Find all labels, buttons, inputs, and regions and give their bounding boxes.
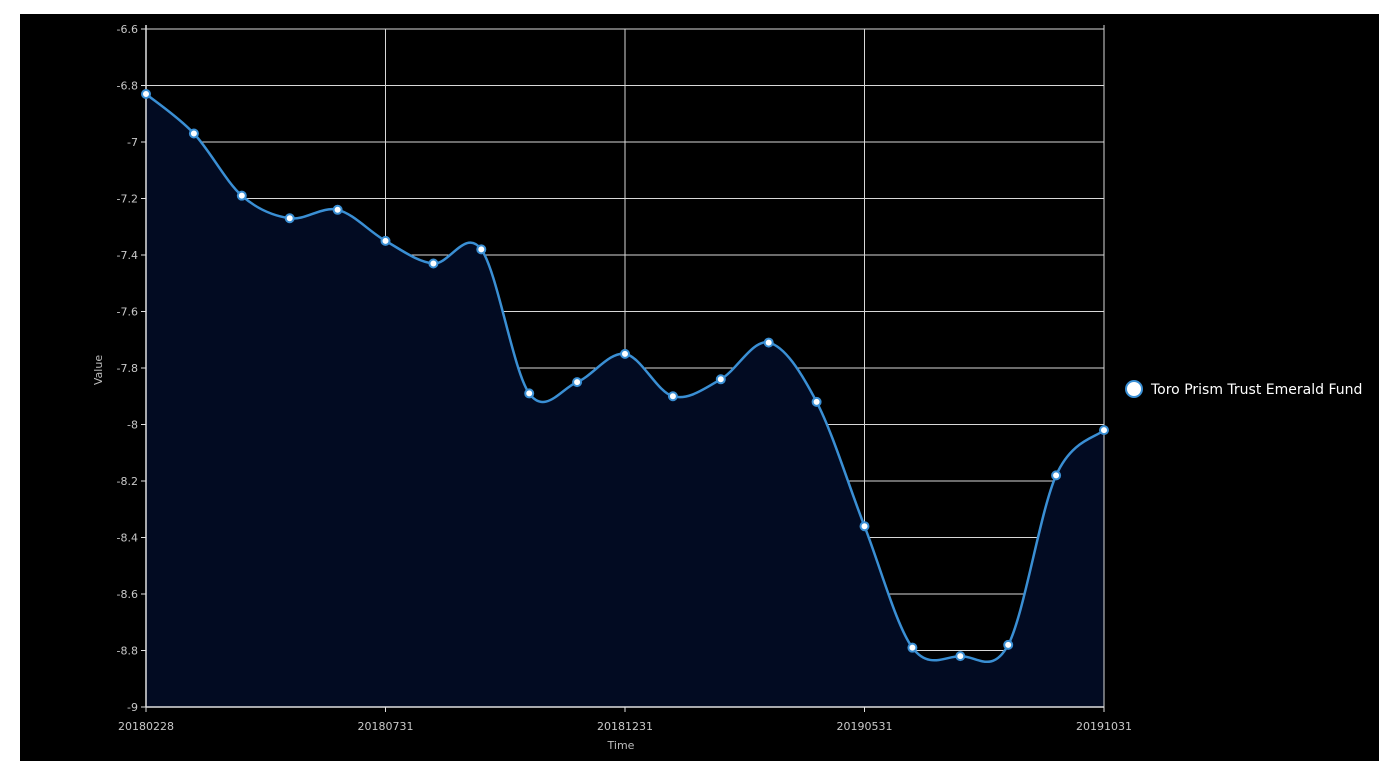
- data-point[interactable]: [524, 388, 535, 399]
- y-tick-label: -8.8: [117, 645, 138, 658]
- data-point[interactable]: [476, 244, 487, 255]
- y-tick-label: -8.2: [117, 475, 138, 488]
- data-point[interactable]: [763, 337, 774, 348]
- data-point[interactable]: [1099, 425, 1109, 436]
- data-point[interactable]: [811, 396, 822, 407]
- data-point[interactable]: [715, 374, 726, 385]
- data-point[interactable]: [188, 128, 199, 139]
- x-tick-label: 20180731: [358, 720, 414, 733]
- series-area-fill: [146, 93, 1104, 708]
- y-tick-label: -6.6: [117, 23, 138, 36]
- data-point[interactable]: [236, 190, 247, 201]
- x-axis-title: Time: [607, 739, 635, 752]
- data-point[interactable]: [332, 204, 343, 215]
- y-tick-label: -8: [127, 419, 138, 432]
- legend[interactable]: Toro Prism Trust Emerald Fund: [1125, 380, 1362, 398]
- y-tick-label: -7.4: [117, 249, 138, 262]
- y-tick-label: -7.8: [117, 362, 138, 375]
- y-tick-label: -8.6: [117, 588, 138, 601]
- y-tick-label: -8.4: [117, 532, 138, 545]
- y-axis-ticks: -6.6 -6.8 -7 -7.2 -7.4 -7.6 -7.8 -8 -8.2 -8.4 -8.6…: [117, 23, 146, 714]
- y-tick-label: -6.8: [117, 80, 138, 93]
- data-point[interactable]: [667, 391, 678, 402]
- x-tick-label: 20190531: [837, 720, 893, 733]
- y-axis-title: Value: [92, 355, 105, 385]
- data-point[interactable]: [955, 651, 966, 662]
- legend-marker-icon: [1125, 380, 1143, 398]
- data-point[interactable]: [1051, 470, 1062, 481]
- data-point[interactable]: [859, 521, 870, 532]
- data-point[interactable]: [1003, 639, 1014, 650]
- line-area-chart: -6.6 -6.8 -7 -7.2 -7.4 -7.6 -7.8 -8 -8.2 -8.4 -8.6…: [92, 23, 1362, 752]
- data-point[interactable]: [428, 258, 439, 269]
- x-axis-ticks: 20180228 20180731 20181231 20190531 20191031: [118, 707, 1132, 733]
- y-tick-label: -7.2: [117, 193, 138, 206]
- y-tick-label: -7.6: [117, 306, 138, 319]
- data-point[interactable]: [380, 235, 391, 246]
- data-point[interactable]: [284, 213, 295, 224]
- x-tick-label: 20191031: [1076, 720, 1132, 733]
- y-tick-label: -9: [127, 701, 138, 714]
- chart-panel: -6.6 -6.8 -7 -7.2 -7.4 -7.6 -7.8 -8 -8.2 -8.4 -8.6…: [20, 14, 1379, 761]
- legend-label: Toro Prism Trust Emerald Fund: [1150, 382, 1362, 398]
- y-tick-label: -7: [127, 136, 138, 149]
- x-tick-label: 20181231: [597, 720, 653, 733]
- data-point[interactable]: [620, 348, 630, 359]
- data-point[interactable]: [907, 642, 918, 653]
- data-point[interactable]: [141, 88, 151, 99]
- x-tick-label: 20180228: [118, 720, 174, 733]
- data-point[interactable]: [572, 377, 583, 388]
- data-points[interactable]: [141, 88, 1109, 662]
